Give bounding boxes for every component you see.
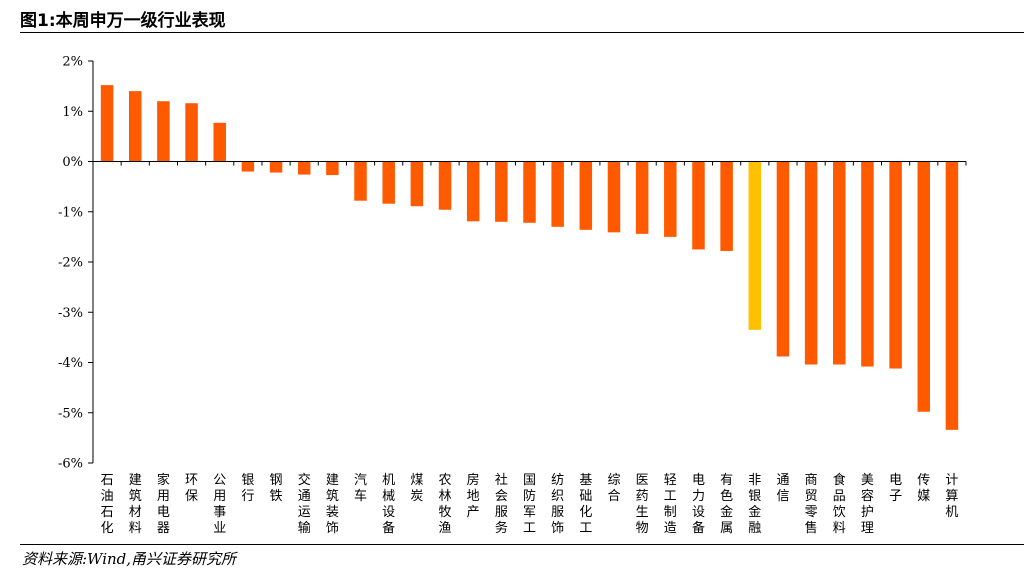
x-category-label: 公用事业 xyxy=(213,473,226,536)
y-tick-label: 0% xyxy=(62,155,83,170)
x-category-label: 机械设备 xyxy=(382,473,395,536)
x-category-label: 传媒 xyxy=(917,473,930,504)
x-category-label: 商贸零售 xyxy=(805,473,818,536)
y-tick-label: -3% xyxy=(58,306,83,321)
bar-电力设备 xyxy=(692,161,705,250)
x-category-label: 综合 xyxy=(607,473,620,504)
x-category-label: 医药生物 xyxy=(636,473,649,536)
bar-综合 xyxy=(607,161,621,233)
bottom-rule xyxy=(20,544,1024,545)
x-category-label: 石油石化 xyxy=(101,473,114,536)
bar-建筑材料 xyxy=(128,91,142,162)
x-category-label: 煤炭 xyxy=(410,473,423,504)
y-tick-label: -5% xyxy=(58,406,83,421)
bar-基础化工 xyxy=(579,161,593,230)
x-category-label: 建筑装饰 xyxy=(326,473,339,536)
y-tick-label: 2% xyxy=(62,55,83,70)
bar-有色金属 xyxy=(720,161,733,251)
bar-机械设备 xyxy=(382,161,395,204)
bar-煤炭 xyxy=(410,161,424,207)
top-rule xyxy=(20,32,1024,33)
y-tick-label: 1% xyxy=(62,105,83,120)
bar-非银金融 xyxy=(748,161,762,330)
bar-食品饮料 xyxy=(833,161,846,365)
source-note: 资料来源:Wind,甬兴证券研究所 xyxy=(22,550,237,568)
y-axis-ticks: 2% 1% 0% -1% -2% -3% -4% -5% -6% xyxy=(58,55,93,472)
y-tick-label: -1% xyxy=(58,205,83,220)
bar-建筑装饰 xyxy=(326,161,339,176)
x-category-label: 轻工制造 xyxy=(664,473,677,536)
x-category-label: 房地产 xyxy=(467,472,480,520)
bar-电子 xyxy=(889,161,902,369)
bars xyxy=(100,85,959,430)
bar-钢铁 xyxy=(269,161,283,173)
x-category-label: 纺织服饰 xyxy=(551,473,564,536)
x-category-label: 电力设备 xyxy=(692,473,705,536)
x-category-label: 汽车 xyxy=(354,473,367,504)
y-tick-label: -4% xyxy=(58,356,83,371)
x-category-label: 美容护理 xyxy=(861,473,874,536)
x-category-label: 计算机 xyxy=(945,473,958,520)
bar-美容护理 xyxy=(861,161,874,367)
x-category-label: 环保 xyxy=(185,473,198,504)
bar-轻工制造 xyxy=(664,161,677,237)
bar-通信 xyxy=(776,161,790,357)
page-title: 图1:本周申万一级行业表现 xyxy=(20,11,226,31)
x-category-label: 建筑材料 xyxy=(129,473,142,536)
x-category-label: 社会服务 xyxy=(495,472,508,536)
x-category-label: 食品饮料 xyxy=(833,472,846,536)
x-category-label: 钢铁 xyxy=(270,473,283,504)
bar-国防军工 xyxy=(523,161,536,223)
bar-石油石化 xyxy=(100,85,114,162)
y-tick-label: -6% xyxy=(58,457,83,472)
bar-公用事业 xyxy=(213,122,226,162)
bar-计算机 xyxy=(945,161,959,430)
bar-农林牧渔 xyxy=(438,161,452,210)
bar-交通运输 xyxy=(297,161,311,175)
x-category-label: 银行 xyxy=(241,473,254,504)
y-tick-label: -2% xyxy=(58,256,83,271)
x-category-label: 交通运输 xyxy=(298,472,311,536)
x-category-label: 电子 xyxy=(889,473,902,504)
bar-银行 xyxy=(241,161,255,172)
x-category-label: 通信 xyxy=(776,473,789,504)
bar-商贸零售 xyxy=(804,161,818,365)
bar-传媒 xyxy=(917,161,931,412)
x-category-label: 基础化工 xyxy=(579,473,592,536)
x-category-label: 农林牧渔 xyxy=(439,473,452,536)
x-category-label: 国防军工 xyxy=(523,473,536,536)
x-category-label: 家用电器 xyxy=(157,472,170,536)
bar-环保 xyxy=(185,103,198,162)
bar-医药生物 xyxy=(635,161,649,234)
bar-家用电器 xyxy=(157,101,170,162)
x-category-label: 有色金属 xyxy=(720,473,733,536)
bar-房地产 xyxy=(466,161,480,222)
bar-汽车 xyxy=(354,161,367,201)
x-category-label: 非银金融 xyxy=(748,473,761,536)
bar-纺织服饰 xyxy=(551,161,564,227)
bar-社会服务 xyxy=(495,161,508,222)
